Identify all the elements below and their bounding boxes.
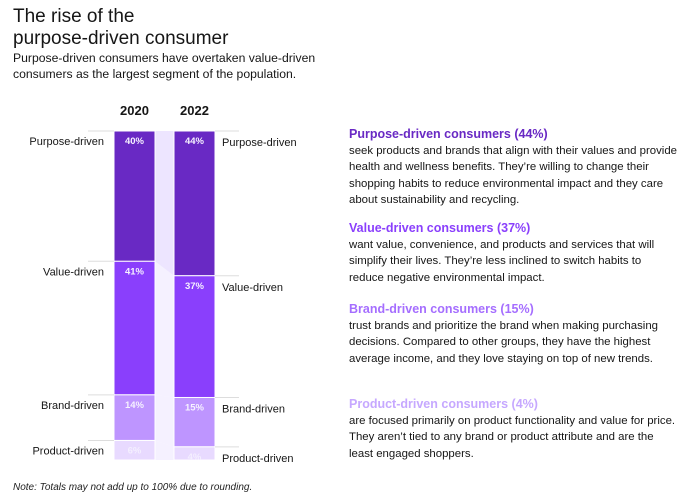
connector-band [155, 440, 174, 460]
description-value-driven: Value-driven consumers (37%) want value,… [349, 220, 679, 286]
description-heading: Brand-driven consumers (15%) [349, 302, 534, 316]
description-body: want value, convenience, and products an… [349, 239, 655, 284]
description-brand-driven: Brand-driven consumers (15%) trust brand… [349, 301, 679, 367]
bar-segment [173, 446, 216, 461]
data-label: 44% [185, 136, 205, 147]
data-label: 15% [185, 402, 205, 413]
footnote: Note: Totals may not add up to 100% due … [13, 482, 253, 493]
bar-segment [173, 130, 216, 277]
data-label: 41% [125, 266, 145, 277]
connector-band [155, 131, 174, 276]
connector-band [155, 261, 174, 398]
description-heading: Value-driven consumers (37%) [349, 221, 531, 235]
left-category-label: Product-driven [32, 445, 104, 457]
subtitle: Purpose-driven consumers have overtaken … [13, 51, 316, 81]
connector-band [155, 394, 174, 447]
stacked-bar-chart: 2020 40% 41% 14% 6% 2022 44% 37% 15% 4% Purpose-dr… [29, 103, 297, 465]
description-product-driven: Product-driven consumers (4%) are focuse… [349, 396, 679, 462]
data-label: 6% [128, 445, 142, 456]
bar-segment [113, 260, 156, 396]
bar-segment [173, 396, 216, 448]
description-body: seek products and brands that align with… [349, 145, 677, 207]
bar-segment [113, 439, 156, 461]
right-category-label: Purpose-driven [222, 137, 297, 149]
title-line-2: purpose-driven consumer [13, 28, 229, 49]
right-category-label: Product-driven [222, 453, 294, 465]
right-category-label: Value-driven [222, 282, 283, 294]
bar-segment [113, 130, 156, 262]
data-label: 40% [125, 136, 145, 147]
left-category-label: Value-driven [43, 266, 104, 278]
year-label: 2020 [120, 103, 149, 118]
left-category-label: Brand-driven [41, 400, 104, 412]
data-label: 37% [185, 281, 205, 292]
title-line-1: The rise of the [13, 6, 135, 27]
right-category-label: Brand-driven [222, 403, 285, 415]
data-label: 14% [125, 400, 145, 411]
description-body: trust brands and prioritize the brand wh… [349, 320, 658, 365]
bar-segment [113, 394, 156, 441]
bar-segment [173, 275, 216, 398]
description-heading: Product-driven consumers (4%) [349, 397, 538, 411]
description-purpose-driven: Purpose-driven consumers (44%) seek prod… [349, 126, 679, 209]
description-heading: Purpose-driven consumers (44%) [349, 127, 548, 141]
left-category-label: Purpose-driven [29, 136, 104, 148]
data-label: 4% [188, 452, 202, 463]
year-label: 2022 [180, 103, 209, 118]
description-body: are focused primarily on product functio… [349, 415, 676, 460]
page-title: The rise of the purpose-driven consumer [13, 6, 228, 50]
